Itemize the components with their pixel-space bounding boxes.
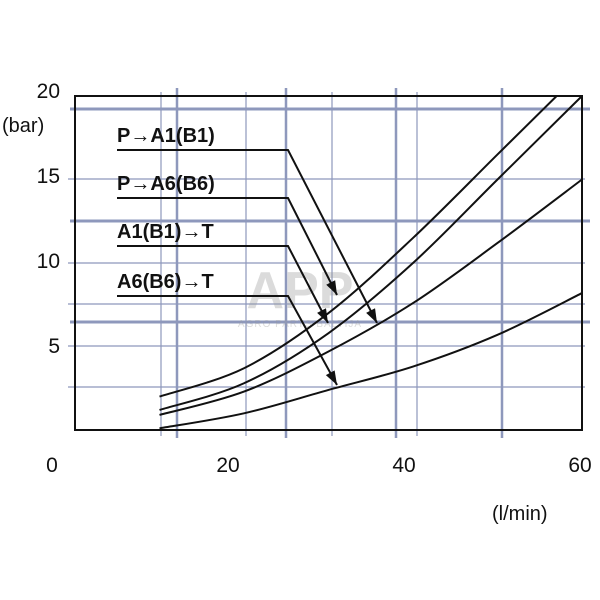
leaders: P→A1(B1) P→A6(B6) A1(B1)→T A6(B6)→T: [117, 125, 378, 386]
y-tick-label: 20: [37, 80, 60, 103]
arrow-head-icon: [317, 308, 328, 323]
leader-line: [117, 197, 338, 296]
y-tick-label: 10: [37, 250, 60, 273]
x-axis-label: (l/min): [492, 503, 548, 525]
curves: [159, 95, 583, 430]
y-tick-label: 5: [48, 335, 60, 358]
arrow-head-icon: [325, 370, 337, 385]
series-label-2: A1(B1)→T: [117, 221, 214, 243]
x-tick-label: 40: [392, 454, 415, 477]
arrow-head-icon: [326, 280, 337, 295]
x-tick-label: 0: [46, 454, 58, 477]
y-axis-label: (bar): [2, 115, 44, 137]
svg-text:AGRO PARTS BALTIJA: AGRO PARTS BALTIJA: [238, 319, 362, 330]
series-label-0: P→A1(B1): [117, 125, 215, 147]
series-label-3: A6(B6)→T: [117, 271, 214, 293]
series-line-3: [159, 292, 583, 430]
series-line-1: [159, 95, 583, 411]
arrow-head-icon: [366, 308, 377, 323]
series-label-1: P→A6(B6): [117, 173, 215, 195]
leader-line: [117, 245, 329, 324]
x-tick-label: 20: [216, 454, 239, 477]
y-tick-label: 15: [37, 165, 60, 188]
x-tick-label: 60: [568, 454, 591, 477]
tick-labels: 0 20 40 60 5 10 15 20: [37, 80, 592, 477]
plot-frame: [74, 95, 583, 431]
series-line-0: [159, 95, 558, 398]
leader-line: [117, 149, 378, 324]
grid: [68, 88, 590, 438]
series-line-2: [159, 178, 583, 416]
leader-line: [117, 295, 338, 386]
